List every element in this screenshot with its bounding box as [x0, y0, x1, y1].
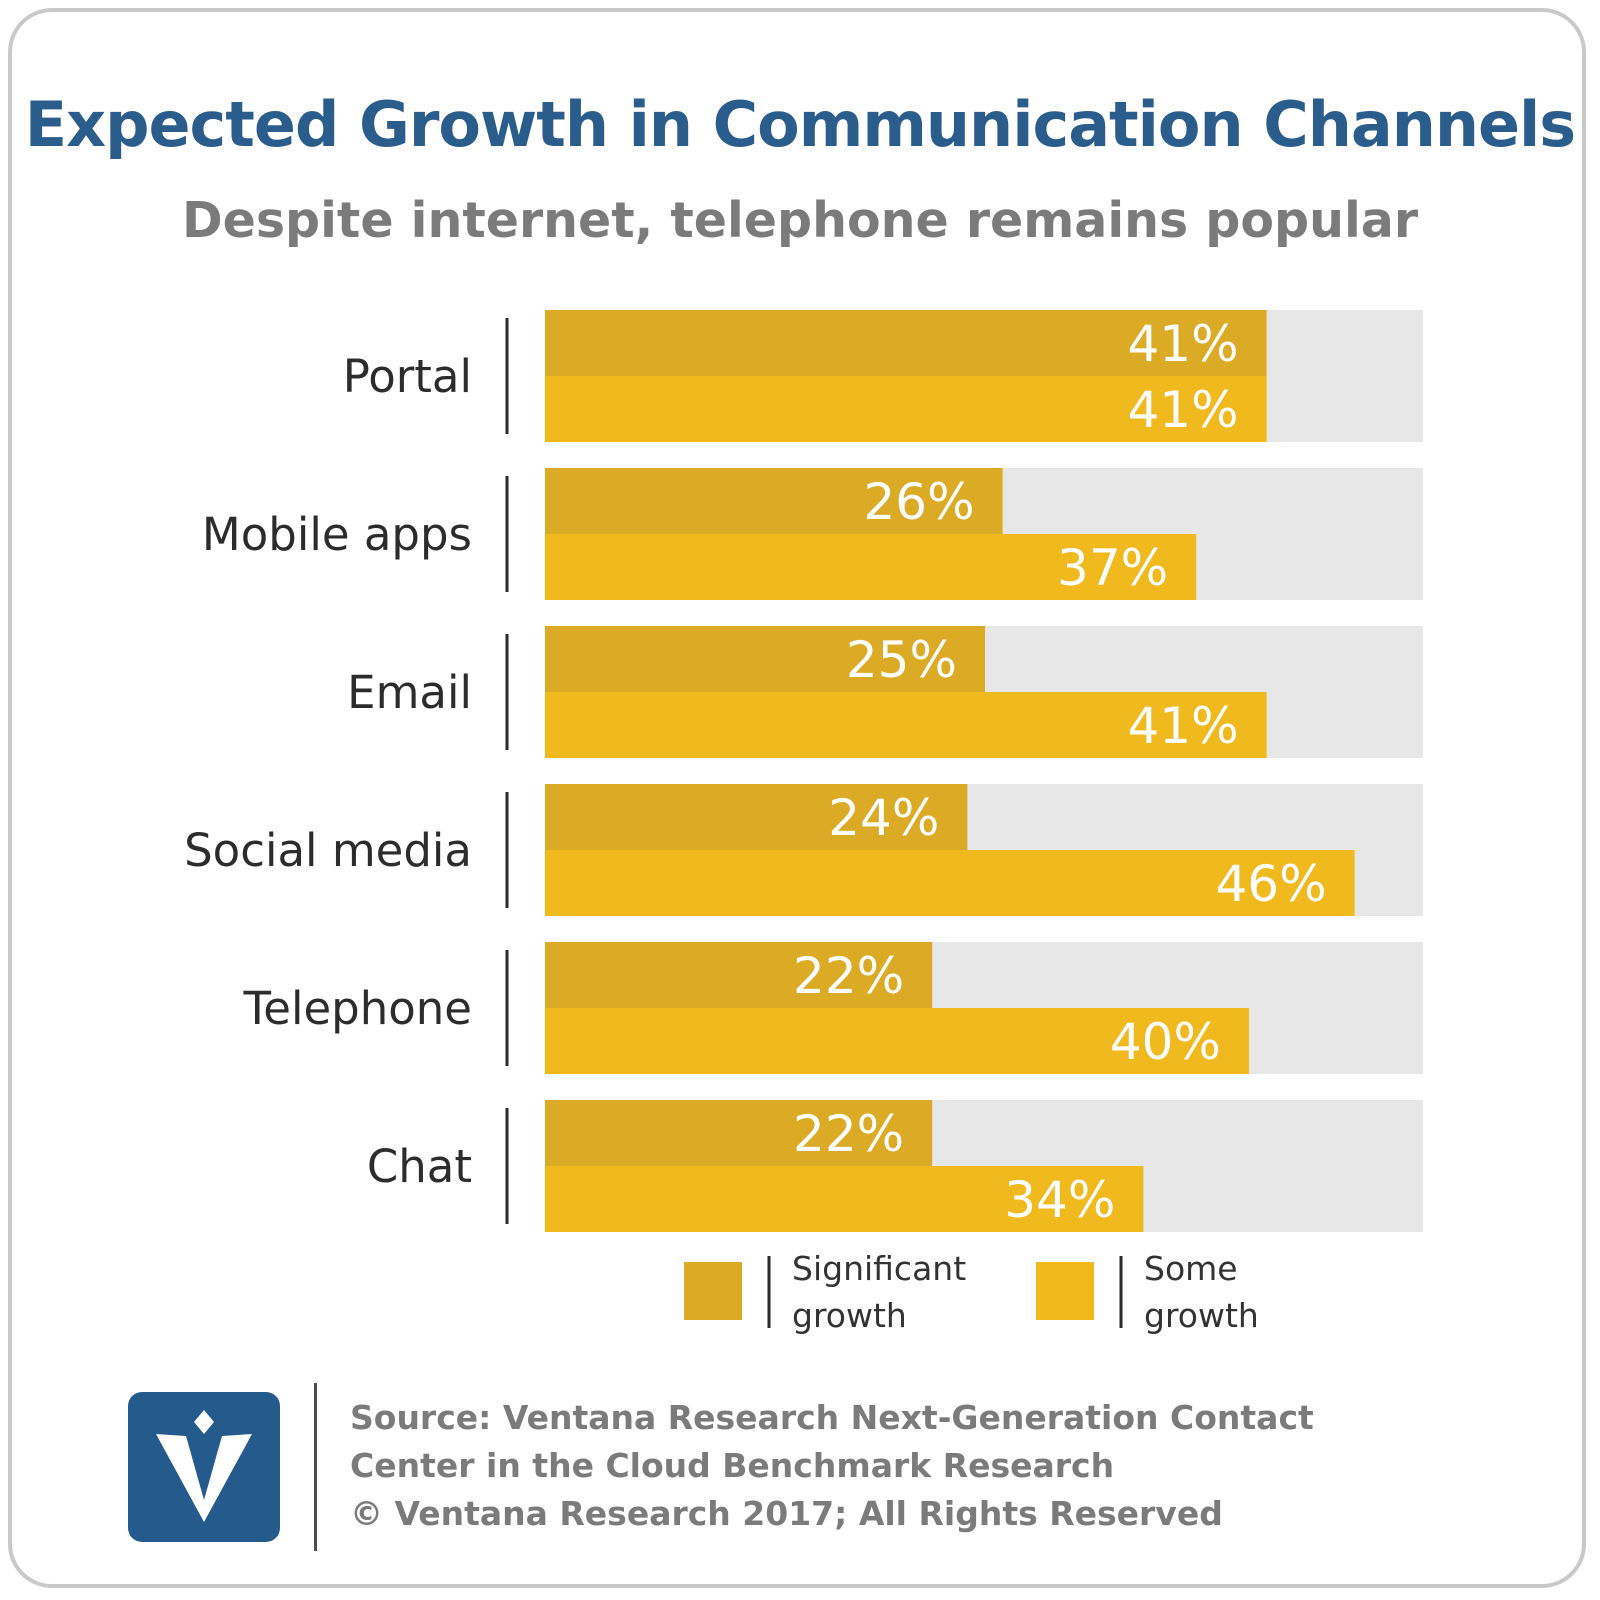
- category-label: Social media: [184, 824, 472, 877]
- source-line-1: Source: Ventana Research Next-Generation…: [350, 1398, 1314, 1437]
- data-label: 22%: [793, 947, 904, 1005]
- data-label: 41%: [1127, 697, 1238, 755]
- data-label: 34%: [1004, 1171, 1115, 1229]
- bar: [545, 534, 1197, 600]
- data-label: 41%: [1127, 381, 1238, 439]
- data-label: 22%: [793, 1105, 904, 1163]
- ventana-logo: [128, 1392, 280, 1542]
- bar: [545, 1166, 1144, 1232]
- bar: [545, 1008, 1249, 1074]
- bar: [545, 468, 1003, 534]
- data-label: 37%: [1057, 539, 1168, 597]
- chart-title: Expected Growth in Communication Channel…: [24, 88, 1576, 161]
- legend-label: Significant: [792, 1249, 966, 1288]
- legend-label: Some: [1144, 1249, 1238, 1288]
- ventana-logo-icon: [156, 1410, 252, 1522]
- category-label: Email: [347, 666, 472, 719]
- chart-subtitle: Despite internet, telephone remains popu…: [181, 192, 1418, 249]
- bar: [545, 784, 968, 850]
- category-label: Chat: [367, 1140, 472, 1193]
- legend-swatch: [1036, 1262, 1094, 1320]
- category-label: Mobile apps: [202, 508, 472, 561]
- data-label: 40%: [1110, 1013, 1221, 1071]
- category-label: Portal: [343, 350, 472, 403]
- legend-swatch: [684, 1262, 742, 1320]
- bar: [545, 692, 1267, 758]
- bar: [545, 310, 1267, 376]
- bar: [545, 942, 933, 1008]
- data-label: 25%: [846, 631, 957, 689]
- data-label: 26%: [863, 473, 974, 531]
- bar-chart: Portal 41% 41% Mobile apps 26% 37% Email 25% 41%…: [184, 310, 1423, 1335]
- bar: [545, 850, 1355, 916]
- data-label: 46%: [1215, 855, 1326, 913]
- copyright-line: © Ventana Research 2017; All Rights Rese…: [350, 1494, 1223, 1533]
- source-line-2: Center in the Cloud Benchmark Research: [350, 1446, 1115, 1485]
- legend-label: growth: [1144, 1296, 1259, 1335]
- bar: [545, 376, 1267, 442]
- legend-label: growth: [792, 1296, 907, 1335]
- footer-divider: [314, 1383, 317, 1551]
- bar: [545, 1100, 933, 1166]
- category-label: Telephone: [242, 982, 472, 1035]
- data-label: 24%: [828, 789, 939, 847]
- bar: [545, 626, 985, 692]
- data-label: 41%: [1127, 315, 1238, 373]
